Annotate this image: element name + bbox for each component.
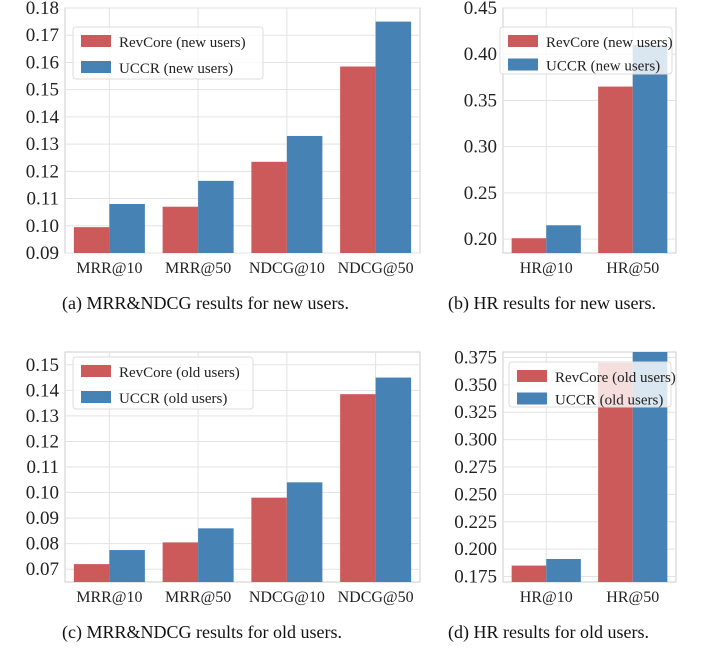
x-tick-label: HR@50	[606, 589, 659, 606]
legend-label: UCCR (old users)	[555, 393, 663, 409]
y-tick-label: 0.250	[454, 484, 497, 505]
y-tick-label: 0.275	[454, 457, 497, 478]
x-tick-label: HR@10	[520, 589, 573, 606]
caption-c: (c) MRR&NDCG results for old users.	[62, 622, 342, 643]
y-tick-label: 0.325	[454, 402, 497, 423]
caption-b: (b) HR results for new users.	[448, 293, 656, 314]
legend-swatch	[517, 370, 547, 382]
figure: 0.09 0.10 0.11 0.12 0.13 0.14 0.15 0.16 0.17 0.18…	[0, 0, 704, 658]
legend-swatch	[517, 393, 547, 405]
caption-d: (d) HR results for old users.	[448, 622, 649, 643]
bar	[512, 566, 547, 582]
y-tick-label: 0.375	[454, 347, 497, 368]
y-tick-label: 0.300	[454, 430, 497, 451]
y-tick-label: 0.225	[454, 512, 497, 533]
legend-label: RevCore (old users)	[555, 370, 676, 386]
y-tick-label: 0.175	[454, 567, 497, 588]
chart-hr-old-users: 0.175 0.200 0.225 0.250 0.275 0.300 0.325 0.350…	[0, 0, 704, 658]
caption-a: (a) MRR&NDCG results for new users.	[62, 293, 349, 314]
y-tick-label: 0.350	[454, 375, 497, 396]
y-tick-label: 0.200	[454, 539, 497, 560]
bar	[546, 559, 581, 582]
